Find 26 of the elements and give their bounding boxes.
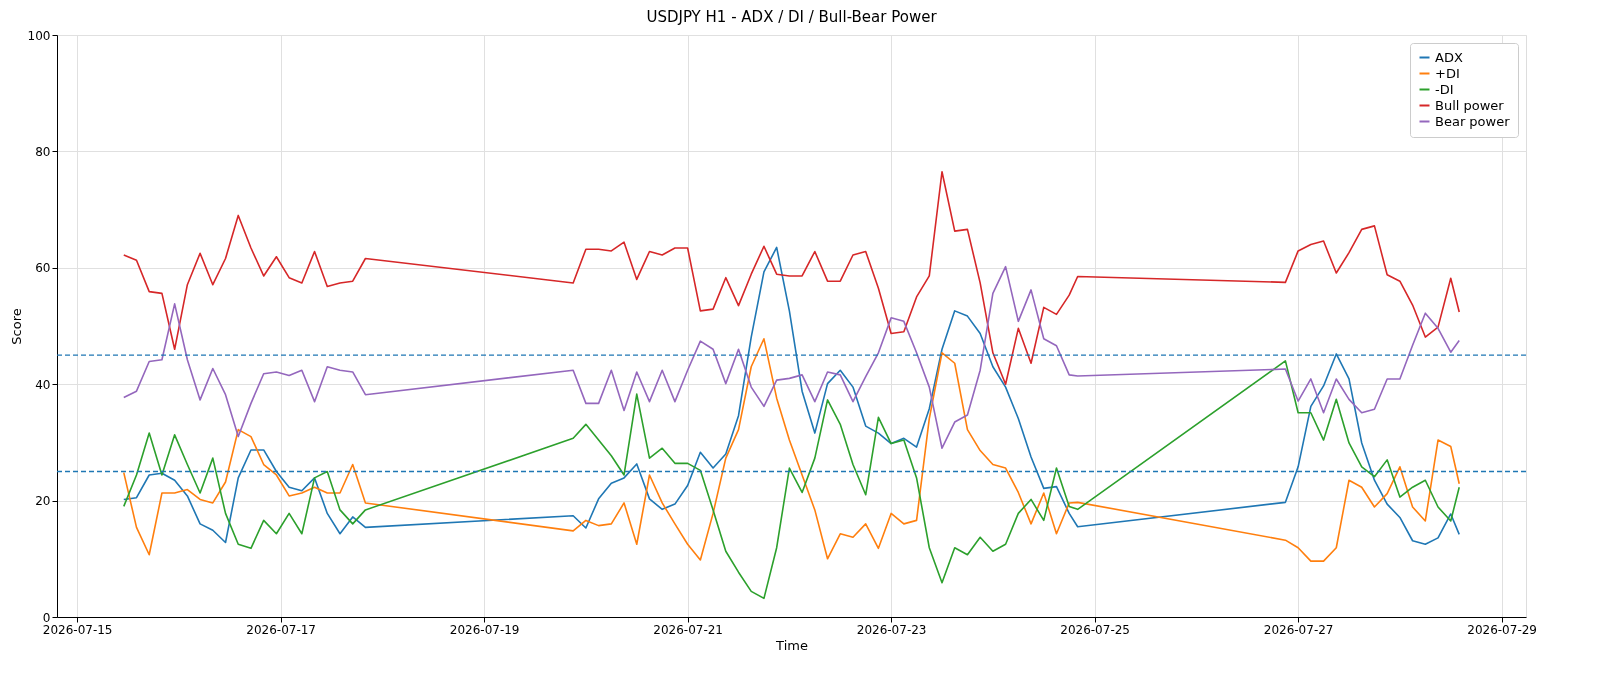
x-tick-label: 2026-07-29	[1467, 622, 1537, 637]
line-series	[122, 170, 1461, 385]
x-tick-label: 2026-07-27	[1263, 622, 1334, 637]
x-axis-title: Time	[775, 637, 808, 653]
y-tick-label: 20	[35, 494, 51, 509]
x-tick-label: 2026-07-15	[42, 622, 113, 637]
y-tick-label: 0	[42, 610, 51, 625]
chart-title: USDJPY H1 - ADX / DI / Bull-Bear Power	[646, 8, 938, 26]
legend-label: Bear power	[1435, 113, 1511, 129]
y-axis-title: Score	[8, 308, 24, 345]
legend-label: ADX	[1435, 49, 1463, 65]
legend-label: +DI	[1435, 65, 1460, 81]
line-series	[122, 265, 1461, 450]
line-series	[122, 338, 1461, 562]
legend-label: -DI	[1435, 81, 1454, 97]
x-tick-label: 2026-07-19	[449, 622, 520, 637]
line-series	[122, 360, 1461, 600]
y-tick-label: 60	[35, 261, 51, 276]
x-tick-label: 2026-07-21	[653, 622, 724, 637]
x-tick-label: 2026-07-23	[856, 622, 927, 637]
legend-label: Bull power	[1435, 97, 1505, 113]
x-tick-label: 2026-07-25	[1060, 622, 1130, 637]
y-tick-label: 40	[35, 377, 51, 392]
y-tick-label: 100	[27, 28, 51, 43]
x-tick-label: 2026-07-17	[246, 622, 317, 637]
y-tick-label: 80	[35, 144, 51, 159]
